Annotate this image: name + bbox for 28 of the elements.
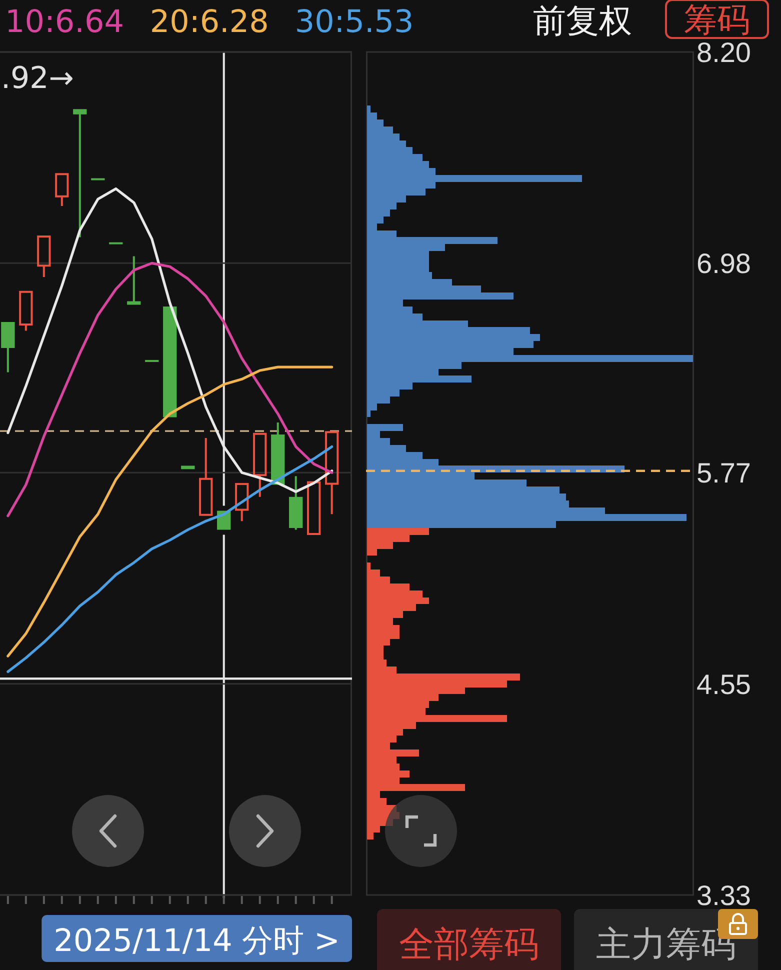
candlestick — [73, 108, 87, 238]
candlestick — [289, 475, 303, 531]
y-tick-label: 5.77 — [696, 458, 751, 489]
text: 2025/11/14 分时 > — [54, 923, 340, 959]
candlestick — [127, 255, 141, 306]
text: 20:6.28 — [150, 4, 269, 40]
y-tick-label: 8.20 — [696, 37, 751, 68]
text: 前复权 — [533, 1, 632, 40]
candlestick — [1, 321, 15, 374]
annotation: .92→ — [1, 61, 74, 96]
text: 30:5.53 — [294, 4, 414, 40]
candlestick — [55, 172, 69, 208]
candlestick — [325, 430, 339, 516]
y-tick-label: 6.98 — [696, 248, 751, 280]
candlestick — [307, 481, 321, 536]
text: 全部筹码 — [399, 925, 539, 965]
candlestick — [271, 421, 285, 485]
chart-title: 筹码 — [684, 0, 750, 39]
candlestick — [37, 234, 51, 278]
text: 10:6.64 — [5, 4, 124, 40]
candlestick — [199, 437, 213, 517]
y-tick-label: 4.55 — [696, 668, 751, 700]
candlestick — [163, 305, 177, 418]
candlestick — [19, 290, 33, 332]
candlestick — [235, 482, 249, 522]
candlestick — [181, 464, 195, 470]
candlestick — [253, 432, 267, 498]
y-tick-label: 3.33 — [696, 880, 751, 911]
